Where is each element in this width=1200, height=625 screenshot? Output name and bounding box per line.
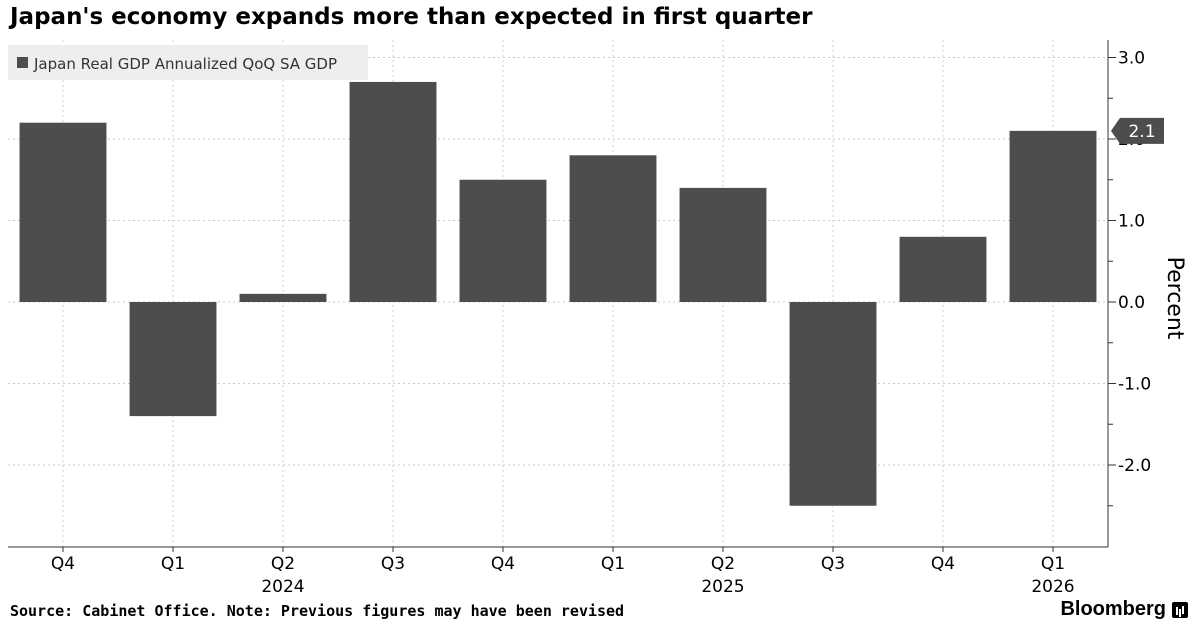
legend-swatch [17, 57, 28, 68]
x-tick-label: Q4 [931, 554, 955, 574]
x-tick-label: Q1 [601, 554, 625, 574]
terminal-icon [1172, 601, 1188, 618]
last-value-label: 2.1 [1128, 122, 1155, 142]
bar [789, 302, 877, 506]
bar [899, 236, 987, 302]
x-tick-label: Q4 [491, 554, 515, 574]
bars [19, 81, 1097, 506]
y-tick-label: 1.0 [1118, 212, 1145, 232]
bar [349, 81, 437, 302]
x-tick-label: Q4 [51, 554, 75, 574]
bar [129, 302, 217, 417]
x-axis: Q4 Q1 Q2 Q3 Q4 Q1 Q2 Q3 Q4 Q1 2024 2025 2026 [8, 546, 1108, 597]
x-year-label: 2025 [701, 577, 744, 597]
legend: Japan Real GDP Annualized QoQ SA GDP [8, 45, 368, 80]
x-tick-label: Q3 [381, 554, 405, 574]
x-year-label: 2024 [261, 577, 304, 597]
y-tick-label: 0.0 [1118, 293, 1145, 313]
x-tick-label: Q2 [271, 554, 295, 574]
bloomberg-logo: Bloomberg [1060, 598, 1188, 621]
x-tick-label: Q2 [711, 554, 735, 574]
y-axis-title: Percent [1162, 257, 1187, 340]
bar [1009, 130, 1097, 302]
bar [459, 179, 547, 302]
y-tick-label: -1.0 [1118, 375, 1151, 395]
y-axis: -2.0-1.00.01.02.03.0 [1107, 40, 1151, 547]
x-tick-label: Q3 [821, 554, 845, 574]
x-year-label: 2026 [1031, 577, 1074, 597]
legend-background [8, 45, 368, 80]
bloomberg-wordmark: Bloomberg [1060, 598, 1166, 620]
source-note: Source: Cabinet Office. Note: Previous f… [10, 602, 625, 620]
bar [569, 155, 657, 302]
x-tick-label: Q1 [161, 554, 185, 574]
last-value-callout: 2.1 [1111, 117, 1164, 144]
bar [239, 293, 327, 302]
bar [19, 122, 107, 302]
legend-series-label: Japan Real GDP Annualized QoQ SA GDP [33, 55, 337, 73]
grid-lines [8, 40, 1108, 547]
y-tick-label: 3.0 [1118, 49, 1145, 69]
last-value-tag [1111, 117, 1164, 144]
bar [679, 187, 767, 302]
x-tick-label: Q1 [1041, 554, 1065, 574]
y-tick-label: -2.0 [1118, 456, 1151, 476]
chart-title: Japan's economy expands more than expect… [10, 4, 813, 30]
